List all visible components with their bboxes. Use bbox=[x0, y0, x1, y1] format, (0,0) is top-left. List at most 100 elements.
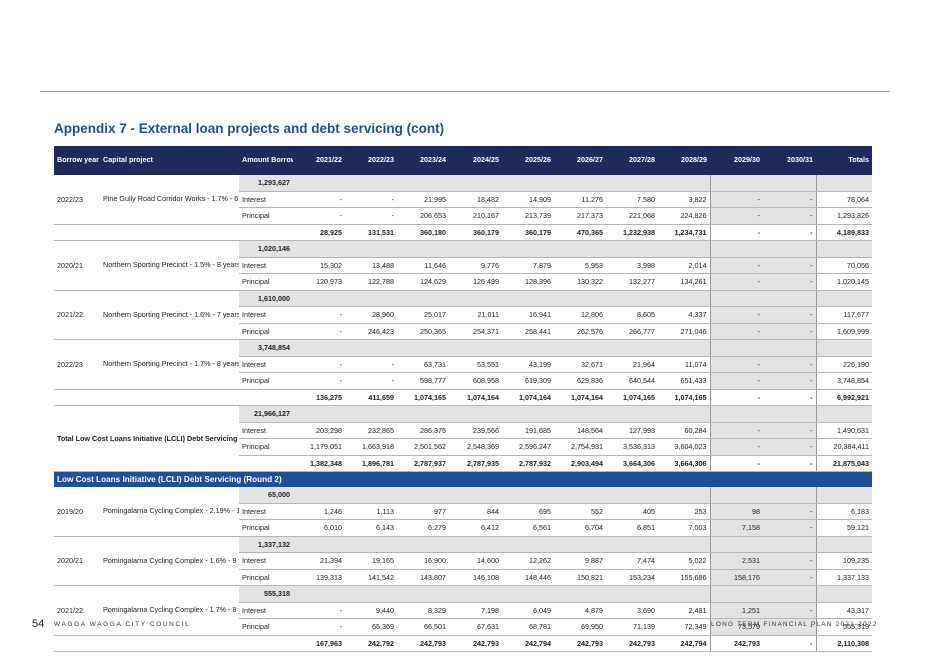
principal-value: 6,010 bbox=[293, 519, 345, 537]
interest-value: 9,776 bbox=[449, 257, 502, 274]
section-header-row: Low Cost Loans Initiative (LCLI) Debt Se… bbox=[54, 471, 872, 487]
principal-value: 69,950 bbox=[554, 618, 606, 636]
principal-value: 67,631 bbox=[449, 618, 502, 636]
principal-value: 130,322 bbox=[554, 273, 606, 291]
principal-value: 3,748,854 bbox=[816, 372, 872, 390]
principal-value: 73,579 bbox=[709, 618, 763, 636]
blank-cell bbox=[554, 487, 606, 504]
interest-value: 16,941 bbox=[502, 306, 554, 324]
amount-row: 2022/23 Northern Sporting Precinct - 1.7%… bbox=[54, 339, 872, 390]
interest-value: 109,235 bbox=[816, 552, 872, 570]
principal-value: - bbox=[709, 273, 763, 291]
interest-value: 239,566 bbox=[449, 422, 502, 439]
principal-value: 1,020,145 bbox=[816, 273, 872, 291]
blank-cell bbox=[816, 487, 872, 504]
principal-value: - bbox=[763, 273, 817, 291]
interest-value: 5,022 bbox=[658, 552, 710, 570]
principal-value: - bbox=[293, 618, 345, 636]
blank-cell bbox=[658, 240, 710, 258]
principal-value: 555,319 bbox=[816, 618, 872, 636]
interest-value: - bbox=[345, 356, 397, 373]
interest-value: 14,909 bbox=[502, 191, 554, 208]
blank-cell bbox=[763, 240, 817, 258]
interest-value: 21,011 bbox=[449, 306, 502, 324]
section-title: Low Cost Loans Initiative (LCLI) Debt Se… bbox=[54, 471, 872, 487]
blank-cell bbox=[554, 405, 606, 423]
blank-cell bbox=[54, 635, 100, 652]
blank-cell bbox=[816, 585, 872, 603]
principal-value: - bbox=[763, 207, 817, 225]
project-name: Pomingalarna Cycling Complex - 1.6% - 9 … bbox=[100, 536, 239, 586]
subtotal-value: - bbox=[763, 224, 817, 241]
principal-value: 258,441 bbox=[502, 323, 554, 340]
interest-value: - bbox=[293, 191, 345, 208]
interest-row: Interest - -21,995 18,482 14,909 11,276 7,580 3… bbox=[54, 191, 872, 208]
subtotal-value: 1,074,164 bbox=[502, 389, 554, 406]
subtotal-value: 242,794 bbox=[658, 635, 710, 652]
blank-cell bbox=[554, 240, 606, 258]
interest-value: 7,198 bbox=[449, 602, 502, 619]
interest-value: 695 bbox=[502, 503, 554, 520]
principal-value: 153,234 bbox=[606, 569, 658, 586]
subtotal-value: 6,992,921 bbox=[816, 389, 872, 406]
interest-value: 25,017 bbox=[397, 306, 449, 324]
interest-value: 21,995 bbox=[397, 191, 449, 208]
blank-cell bbox=[606, 536, 658, 553]
subtotal-value: 242,793 bbox=[606, 635, 658, 652]
principal-label: Principal bbox=[239, 323, 293, 340]
lcli-total-value: 21,875,043 bbox=[816, 455, 872, 472]
blank-cell bbox=[554, 175, 606, 192]
blank-cell bbox=[449, 290, 502, 307]
principal-value: 66,501 bbox=[397, 618, 449, 636]
interest-label: Interest bbox=[239, 602, 293, 619]
lcli-total-row: 1,382,348 1,896,781 2,787,937 2,787,935 2,78… bbox=[54, 455, 872, 472]
amount-borrowed: 65,000 bbox=[239, 487, 293, 504]
principal-label: Principal bbox=[239, 618, 293, 636]
interest-value: 28,960 bbox=[345, 306, 397, 324]
interest-value: 13,488 bbox=[345, 257, 397, 274]
subtotal-value: 242,792 bbox=[345, 635, 397, 652]
principal-value: - bbox=[763, 519, 817, 537]
interest-value: 1,490,631 bbox=[816, 422, 872, 439]
lcli-total-value: 2,787,937 bbox=[397, 455, 449, 472]
interest-value: 18,482 bbox=[449, 191, 502, 208]
principal-value: 71,139 bbox=[606, 618, 658, 636]
interest-label: Interest bbox=[239, 257, 293, 274]
subtotal-value: - bbox=[709, 224, 763, 241]
principal-value: 6,851 bbox=[606, 519, 658, 537]
interest-value: - bbox=[763, 306, 817, 324]
interest-value: 7,474 bbox=[606, 552, 658, 570]
subtotal-value: 360,179 bbox=[502, 224, 554, 241]
interest-value: 21,394 bbox=[293, 552, 345, 570]
principal-value: 250,365 bbox=[397, 323, 449, 340]
project-name: Northern Sporting Precinct - 1.5% - 8 ye… bbox=[100, 240, 239, 291]
subtotal-value: 131,531 bbox=[345, 224, 397, 241]
interest-value: 6,183 bbox=[816, 503, 872, 520]
principal-value: - bbox=[345, 207, 397, 225]
interest-value: 6,049 bbox=[502, 602, 554, 619]
blank-cell bbox=[293, 536, 345, 553]
blank-cell bbox=[763, 487, 817, 504]
interest-value: 11,276 bbox=[554, 191, 606, 208]
principal-label: Principal bbox=[239, 569, 293, 586]
interest-value: 19,165 bbox=[345, 552, 397, 570]
interest-label: Interest bbox=[239, 503, 293, 520]
table-body: 2022/23 Pine Gully Road Corridor Works - … bbox=[54, 175, 872, 652]
blank-cell bbox=[100, 389, 239, 406]
principal-value: 128,396 bbox=[502, 273, 554, 291]
interest-value: 70,056 bbox=[816, 257, 872, 274]
blank-cell bbox=[293, 487, 345, 504]
principal-row: Principal - -206,653 210,167 213,739 217,373 2… bbox=[54, 207, 872, 225]
interest-value: 977 bbox=[397, 503, 449, 520]
blank-cell bbox=[658, 487, 710, 504]
interest-value: - bbox=[763, 552, 817, 570]
principal-value: 640,544 bbox=[606, 372, 658, 390]
interest-value: 844 bbox=[449, 503, 502, 520]
interest-value: 53,551 bbox=[449, 356, 502, 373]
subtotal-value: 2,110,308 bbox=[816, 635, 872, 652]
subtotal-value: - bbox=[763, 635, 817, 652]
lcli-total-value: 1,896,781 bbox=[345, 455, 397, 472]
principal-value: 72,349 bbox=[658, 618, 710, 636]
project-name: Pine Gully Road Corridor Works - 1.7% - … bbox=[100, 175, 239, 225]
blank-cell bbox=[239, 635, 293, 652]
